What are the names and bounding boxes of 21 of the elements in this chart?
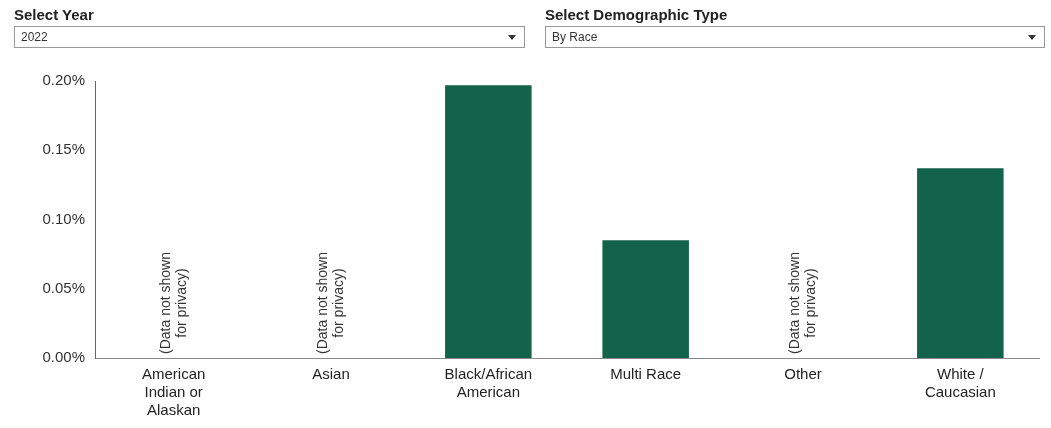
x-tick-label: American Indian or Alaskan [141,365,206,419]
annotation: (Data not shown for privacy) [156,252,189,354]
annotation: (Data not shown for privacy) [785,252,818,354]
bar [917,168,1004,358]
annotation: (Data not shown for privacy) [313,252,346,354]
dropdown-field: By Race [545,26,1045,48]
y-tick-label: 0.05% [42,278,85,296]
y-tick-label: 0.20% [42,71,85,89]
bar [602,240,689,358]
text: Select Year [14,6,95,25]
y-tick-label: 0.10% [42,209,85,227]
x-tick-label: Other [784,365,822,383]
text: Select Demographic Type [545,6,729,25]
dropdown-field: 2022 [14,26,525,48]
x-tick-label: White / Caucasian [924,365,996,401]
x-tick-label: Black/African American [444,365,533,401]
y-tick-label: 0.15% [42,140,85,158]
x-tick-label: Multi Race [610,365,682,383]
x-tick-label: Asian [312,365,350,383]
y-tick-label: 0.00% [42,348,85,366]
bar [445,85,532,358]
